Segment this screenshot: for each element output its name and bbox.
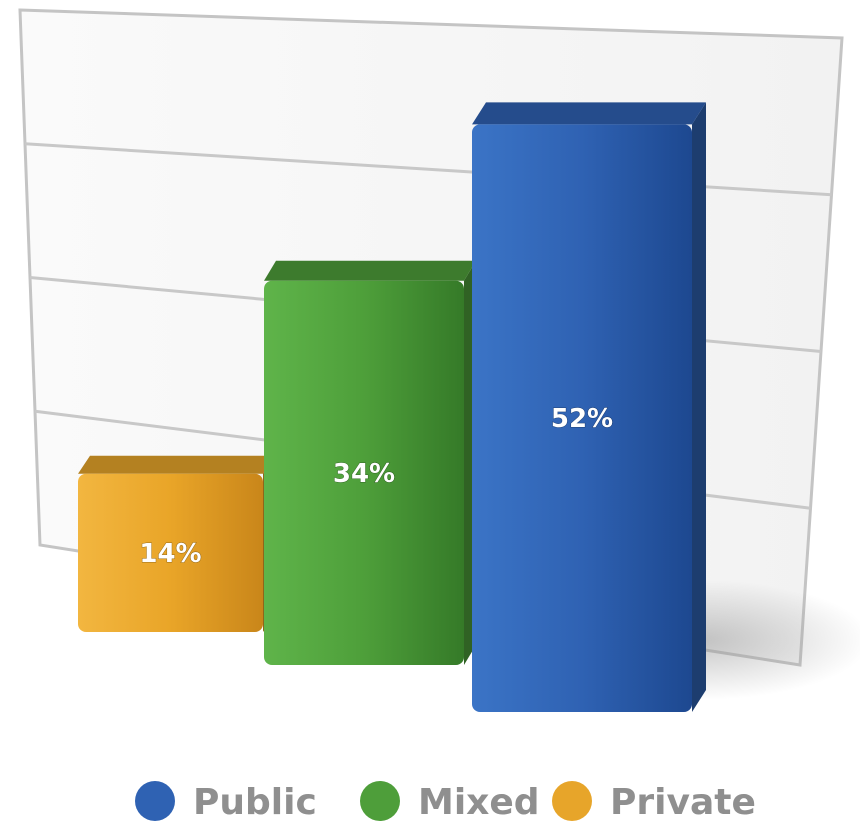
- bar-side-face: [692, 102, 706, 712]
- legend-label: Public: [193, 782, 317, 821]
- bar-top-face: [264, 260, 476, 281]
- legend-item-public: Public: [135, 781, 317, 821]
- legend-swatch: [135, 781, 175, 821]
- legend-swatch: [552, 781, 592, 821]
- bar-top-face: [472, 102, 706, 125]
- legend: Public Mixed Private: [135, 781, 756, 821]
- bar-front-face: [472, 124, 692, 712]
- bar-front-face: [78, 473, 263, 632]
- legend-swatch: [360, 781, 400, 821]
- bar-top-face: [78, 455, 275, 474]
- legend-item-mixed: Mixed: [360, 781, 540, 821]
- bar-value-label: 14%: [139, 539, 201, 569]
- bars-group: [78, 102, 706, 712]
- bar-public: [472, 102, 706, 712]
- bar-value-label: 34%: [333, 459, 395, 489]
- bar-front-face: [264, 280, 464, 665]
- legend-label: Mixed: [418, 782, 540, 821]
- legend-label: Private: [610, 782, 756, 821]
- bar-labels-group: 14% 34% 52%: [139, 404, 614, 570]
- legend-item-private: Private: [552, 781, 756, 821]
- bar-value-label: 52%: [551, 404, 613, 434]
